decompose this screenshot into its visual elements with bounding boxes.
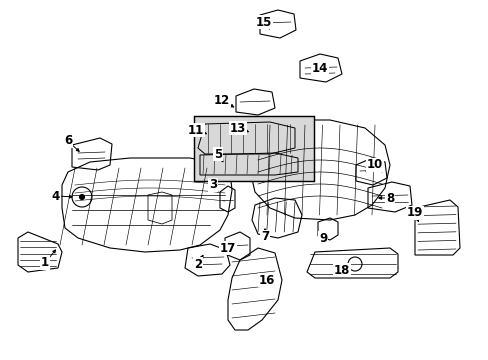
Text: 16: 16 — [258, 274, 275, 287]
Text: 17: 17 — [220, 242, 236, 255]
Text: 18: 18 — [333, 264, 349, 276]
Text: 12: 12 — [213, 94, 230, 107]
Text: 4: 4 — [52, 189, 60, 202]
Text: 1: 1 — [41, 256, 49, 270]
Text: 14: 14 — [311, 62, 327, 75]
Text: 11: 11 — [187, 123, 203, 136]
Text: 15: 15 — [255, 15, 272, 28]
Text: 19: 19 — [406, 207, 422, 220]
Text: 10: 10 — [366, 158, 382, 171]
Circle shape — [80, 194, 84, 199]
Text: 9: 9 — [318, 231, 326, 244]
Text: 13: 13 — [229, 122, 245, 135]
Bar — [194, 116, 313, 181]
Text: 6: 6 — [64, 135, 72, 148]
Text: 2: 2 — [194, 257, 202, 270]
Text: 7: 7 — [261, 230, 268, 243]
Text: 8: 8 — [385, 192, 393, 204]
Text: 3: 3 — [208, 179, 217, 192]
Text: 5: 5 — [213, 148, 222, 161]
